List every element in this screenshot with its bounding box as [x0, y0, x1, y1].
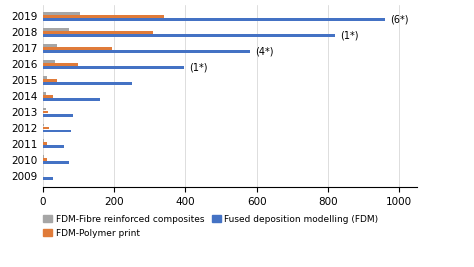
Bar — [43, 139, 45, 142]
Bar — [43, 108, 46, 111]
Text: (4*): (4*) — [255, 46, 273, 56]
Bar — [43, 146, 64, 148]
Bar — [43, 47, 112, 50]
Bar — [43, 92, 46, 95]
Bar — [43, 44, 57, 47]
Text: (6*): (6*) — [391, 14, 409, 25]
Bar — [43, 12, 80, 15]
Text: (1*): (1*) — [189, 62, 208, 72]
Bar — [43, 114, 73, 116]
Bar — [43, 60, 55, 63]
Bar — [43, 143, 47, 145]
Bar — [43, 95, 53, 97]
Bar — [43, 98, 100, 101]
Bar — [43, 155, 45, 158]
Bar — [43, 129, 71, 132]
Bar — [43, 177, 54, 180]
Bar — [43, 82, 132, 85]
Bar — [43, 111, 48, 113]
Bar — [43, 15, 164, 18]
Bar — [43, 18, 385, 21]
Bar — [43, 76, 47, 78]
Bar — [43, 79, 57, 82]
Bar — [43, 31, 153, 34]
Bar — [43, 162, 69, 164]
Bar — [43, 63, 78, 66]
Bar — [43, 28, 69, 31]
Text: (1*): (1*) — [340, 30, 359, 40]
Bar — [43, 50, 249, 53]
Bar — [43, 34, 335, 37]
Bar — [43, 66, 183, 69]
Bar — [43, 127, 49, 129]
Legend: FDM-Fibre reinforced composites, FDM-Polymer print, Fused deposition modelling (: FDM-Fibre reinforced composites, FDM-Pol… — [44, 215, 379, 238]
Bar — [43, 124, 45, 126]
Bar — [43, 158, 47, 161]
